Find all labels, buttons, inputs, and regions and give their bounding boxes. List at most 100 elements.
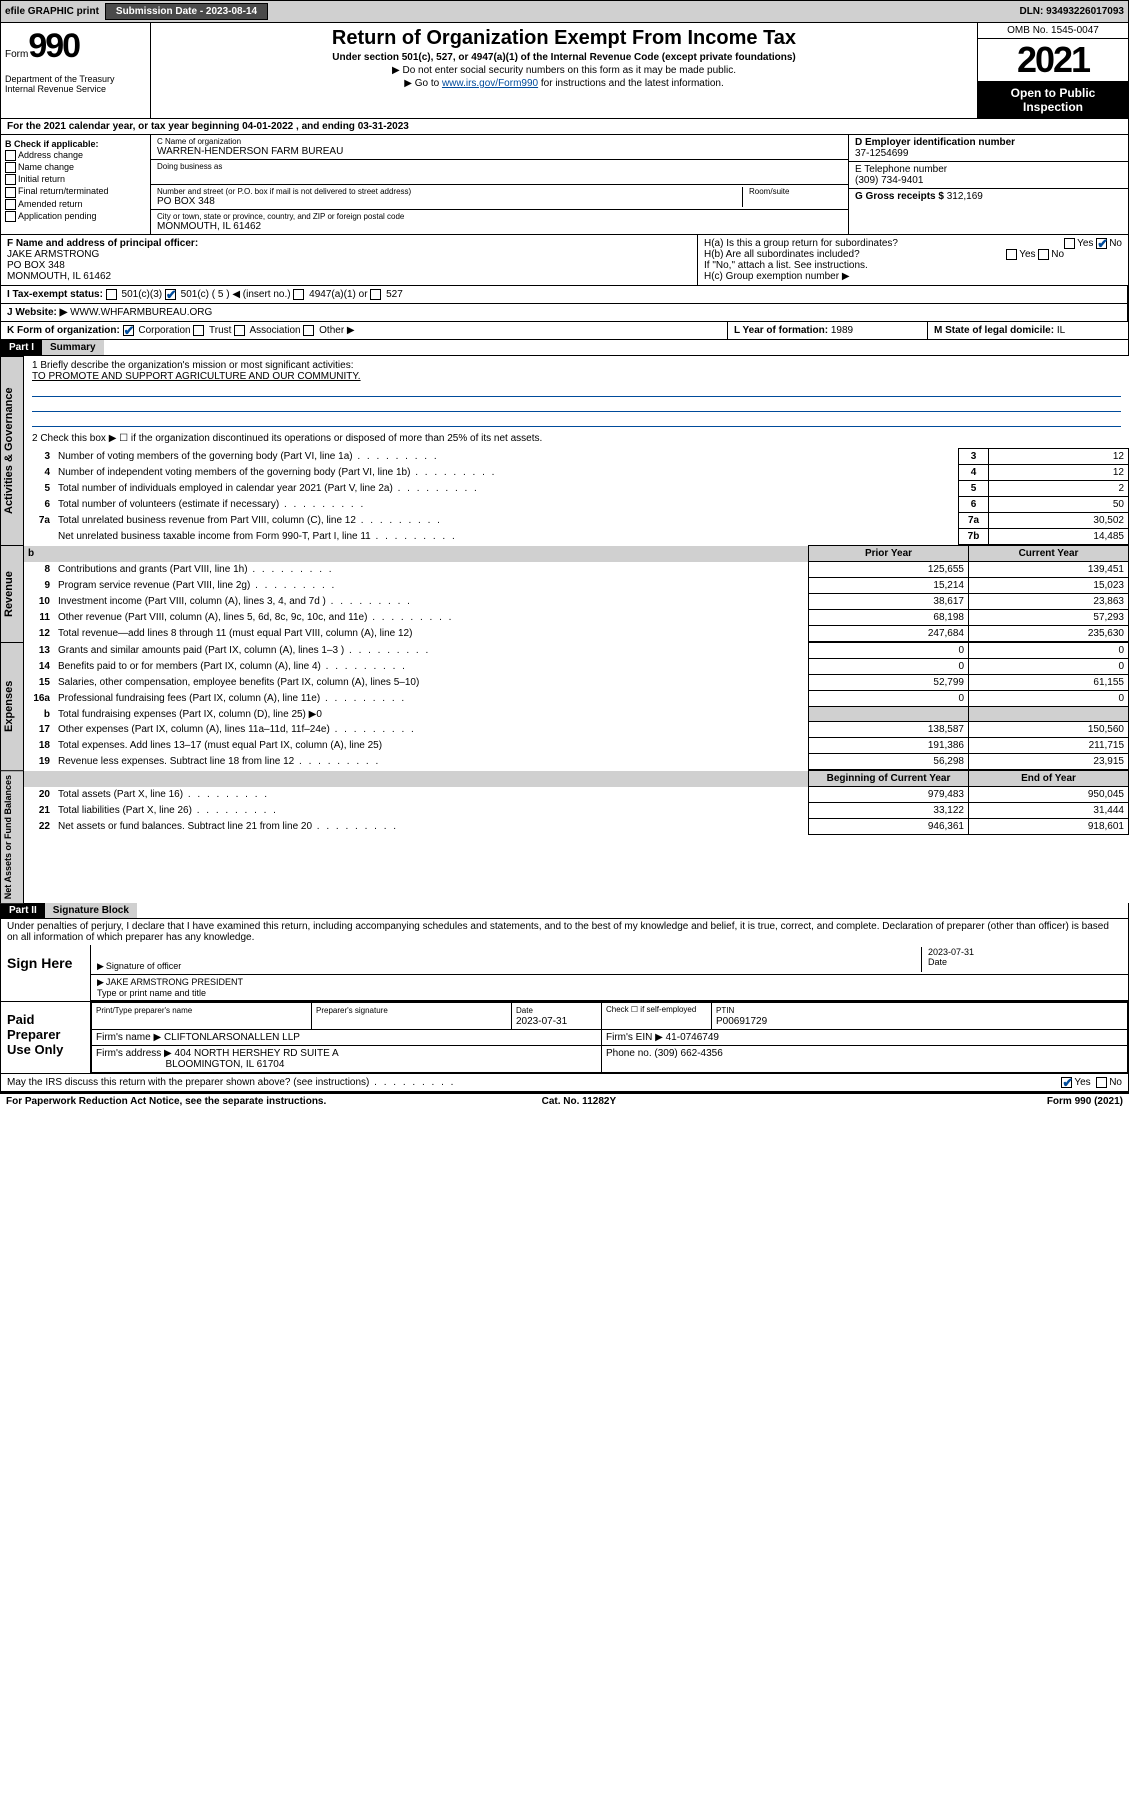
F-label: F Name and address of principal officer: — [7, 238, 198, 249]
sig-name: JAKE ARMSTRONG PRESIDENT — [97, 977, 1122, 988]
firm-phone: (309) 662-4356 — [654, 1048, 722, 1059]
row-FH: F Name and address of principal officer:… — [0, 235, 1129, 286]
footer-right: Form 990 (2021) — [1047, 1096, 1123, 1107]
footer: For Paperwork Reduction Act Notice, see … — [0, 1092, 1129, 1109]
row-A: For the 2021 calendar year, or tax year … — [0, 119, 1129, 135]
Hb-no[interactable] — [1038, 249, 1049, 260]
section-revenue: Revenue bPrior YearCurrent Year 8Contrib… — [0, 545, 1129, 642]
chk-assoc[interactable] — [234, 325, 245, 336]
chk-corp[interactable] — [123, 325, 134, 336]
gov-line-3: 3Number of voting members of the governi… — [24, 449, 1129, 465]
D-label: D Employer identification number — [855, 137, 1122, 148]
chk-other[interactable] — [303, 325, 314, 336]
identity-block: B Check if applicable: Address change Na… — [0, 135, 1129, 235]
submission-date-btn[interactable]: Submission Date - 2023-08-14 — [105, 3, 268, 20]
exp-line-14: 14Benefits paid to or for members (Part … — [24, 659, 1129, 675]
sig-date-label: Date — [928, 957, 947, 967]
J-label: J Website: ▶ — [7, 307, 67, 318]
form-note2: ▶ Go to www.irs.gov/Form990 for instruct… — [159, 78, 969, 89]
mission-blank3 — [32, 413, 1121, 427]
na-line-22: 22Net assets or fund balances. Subtract … — [24, 819, 1129, 835]
G-label: G Gross receipts $ — [855, 191, 944, 202]
mayirs-no[interactable] — [1096, 1077, 1107, 1088]
exp-line-17: 17Other expenses (Part IX, column (A), l… — [24, 722, 1129, 738]
prep-date: 2023-07-31 — [516, 1016, 567, 1027]
form-id-block: Form990 Department of the Treasury Inter… — [1, 23, 151, 118]
chk-501c[interactable] — [165, 289, 176, 300]
part-I-title: Summary — [42, 340, 104, 355]
form-header: Form990 Department of the Treasury Inter… — [0, 23, 1129, 119]
open-inspection: Open to Public Inspection — [978, 82, 1128, 118]
section-net-assets: Net Assets or Fund Balances Beginning of… — [0, 770, 1129, 903]
rev-line-12: 12Total revenue—add lines 8 through 11 (… — [24, 626, 1129, 642]
gross-receipts: 312,169 — [947, 191, 983, 202]
chk-pending[interactable]: Application pending — [5, 211, 146, 222]
form-note1: ▶ Do not enter social security numbers o… — [159, 65, 969, 76]
hdr-current-year: Current Year — [969, 546, 1129, 562]
part-II-hdr: Part II — [1, 903, 45, 918]
Ha-no[interactable] — [1096, 238, 1107, 249]
dln: DLN: 93493226017093 — [1019, 6, 1124, 17]
part-I-hdr: Part I — [1, 340, 42, 355]
exp-line-16b: bTotal fundraising expenses (Part IX, co… — [24, 707, 1129, 722]
chk-amended[interactable]: Amended return — [5, 199, 146, 210]
chk-trust[interactable] — [193, 325, 204, 336]
B-label: B Check if applicable: — [5, 139, 146, 149]
topbar: efile GRAPHIC print Submission Date - 20… — [0, 0, 1129, 23]
col-B: B Check if applicable: Address change Na… — [1, 135, 151, 234]
line2: 2 Check this box ▶ ☐ if the organization… — [32, 433, 1121, 444]
exp-line-15: 15Salaries, other compensation, employee… — [24, 675, 1129, 691]
rev-line-8: 8Contributions and grants (Part VIII, li… — [24, 562, 1129, 578]
hdr-end-year: End of Year — [969, 771, 1129, 787]
street-label: Number and street (or P.O. box if mail i… — [157, 187, 742, 196]
E-label: E Telephone number — [855, 164, 1122, 175]
chk-527[interactable] — [370, 289, 381, 300]
room-label: Room/suite — [749, 187, 842, 196]
gov-line-5: 5Total number of individuals employed in… — [24, 481, 1129, 497]
K-label: K Form of organization: — [7, 325, 120, 336]
city: MONMOUTH, IL 61462 — [157, 221, 842, 232]
chk-501c3[interactable] — [106, 289, 117, 300]
mayirs-yes[interactable] — [1061, 1077, 1072, 1088]
city-label: City or town, state or province, country… — [157, 212, 842, 221]
Hb-yes[interactable] — [1006, 249, 1017, 260]
officer-addr1: PO BOX 348 — [7, 260, 65, 271]
note2-pre: ▶ Go to — [404, 78, 442, 89]
exp-line-13: 13Grants and similar amounts paid (Part … — [24, 643, 1129, 659]
prep-date-label: Date — [516, 1006, 533, 1015]
na-line-21: 21Total liabilities (Part X, line 26)33,… — [24, 803, 1129, 819]
tab-governance: Activities & Governance — [0, 356, 24, 545]
Ha-yes[interactable] — [1064, 238, 1075, 249]
chk-address[interactable]: Address change — [5, 150, 146, 161]
rev-line-11: 11Other revenue (Part VIII, column (A), … — [24, 610, 1129, 626]
col-C: C Name of organization WARREN-HENDERSON … — [151, 135, 848, 234]
chk-name[interactable]: Name change — [5, 162, 146, 173]
website: WWW.WHFARMBUREAU.ORG — [70, 307, 212, 318]
header-right: OMB No. 1545-0047 2021 Open to Public In… — [978, 23, 1128, 118]
form-title: Return of Organization Exempt From Incom… — [159, 27, 969, 50]
part-II-bar: Part IISignature Block — [0, 903, 1129, 919]
exp-line-19: 19Revenue less expenses. Subtract line 1… — [24, 754, 1129, 770]
chk-initial[interactable]: Initial return — [5, 174, 146, 185]
firm-addr1: 404 NORTH HERSHEY RD SUITE A — [175, 1048, 339, 1059]
rev-line-10: 10Investment income (Part VIII, column (… — [24, 594, 1129, 610]
chk-4947[interactable] — [293, 289, 304, 300]
row-KLM: K Form of organization: Corporation Trus… — [0, 322, 1129, 340]
gov-line-7b: Net unrelated business taxable income fr… — [24, 529, 1129, 545]
tax-year: 2021 — [978, 39, 1128, 82]
exp-line-18: 18Total expenses. Add lines 13–17 (must … — [24, 738, 1129, 754]
tab-net-assets: Net Assets or Fund Balances — [0, 770, 24, 903]
gov-line-4: 4Number of independent voting members of… — [24, 465, 1129, 481]
form-number: 990 — [28, 27, 79, 65]
I-label: I Tax-exempt status: — [7, 289, 103, 300]
chk-final[interactable]: Final return/terminated — [5, 186, 146, 197]
sig-name-label: Type or print name and title — [97, 988, 206, 998]
footer-left: For Paperwork Reduction Act Notice, see … — [6, 1096, 326, 1107]
sig-date: 2023-07-31 — [928, 947, 1122, 957]
part-II-title: Signature Block — [45, 903, 137, 918]
irs-link[interactable]: www.irs.gov/Form990 — [442, 78, 538, 89]
Hb-note: If "No," attach a list. See instructions… — [704, 260, 1122, 271]
C-name-label: C Name of organization — [157, 137, 842, 146]
mission-blank1 — [32, 383, 1121, 397]
hdr-prior-year: Prior Year — [809, 546, 969, 562]
